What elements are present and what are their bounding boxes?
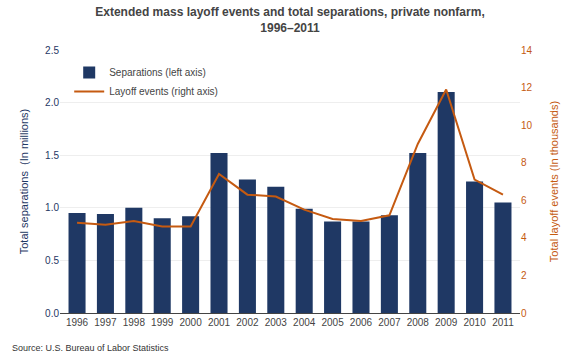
svg-text:2006: 2006 [350,317,373,328]
svg-text:2003: 2003 [265,317,288,328]
svg-text:2011: 2011 [492,317,514,328]
svg-text:2010: 2010 [463,317,486,328]
svg-text:2004: 2004 [293,317,316,328]
svg-text:Layoff events (right axis): Layoff events (right axis) [109,86,218,97]
svg-text:1998: 1998 [123,317,146,328]
svg-text:2002: 2002 [236,317,259,328]
svg-text:1997: 1997 [94,317,117,328]
svg-text:2.5: 2.5 [45,45,59,56]
svg-text:0.0: 0.0 [45,308,59,319]
svg-text:10: 10 [521,120,533,131]
svg-text:2001: 2001 [208,317,231,328]
svg-text:1999: 1999 [151,317,174,328]
svg-text:12: 12 [521,82,533,93]
svg-text:Extended mass layoff events an: Extended mass layoff events and total se… [95,5,484,35]
svg-text:0.5: 0.5 [45,255,59,266]
svg-text:2009: 2009 [435,317,458,328]
svg-text:Total separations (In million: Total separations (In millions) [18,109,30,255]
svg-text:2: 2 [521,270,527,281]
svg-text:6: 6 [521,195,527,206]
svg-text:2007: 2007 [378,317,401,328]
svg-text:2005: 2005 [321,317,344,328]
svg-text:Total layoff events (In thousa: Total layoff events (In thousands) [548,101,560,262]
svg-text:1.0: 1.0 [45,202,59,213]
svg-text:1996: 1996 [66,317,89,328]
svg-text:4: 4 [521,232,527,243]
svg-text:2008: 2008 [407,317,430,328]
svg-text:1.5: 1.5 [45,150,59,161]
svg-text:Separations (left axis): Separations (left axis) [109,67,206,78]
svg-text:0: 0 [521,308,527,319]
svg-text:Source: U.S. Bureau of Labor S: Source: U.S. Bureau of Labor Statistics [12,343,169,353]
svg-text:14: 14 [521,45,533,56]
svg-text:2.0: 2.0 [45,97,59,108]
svg-text:8: 8 [521,157,527,168]
svg-text:2000: 2000 [179,317,202,328]
